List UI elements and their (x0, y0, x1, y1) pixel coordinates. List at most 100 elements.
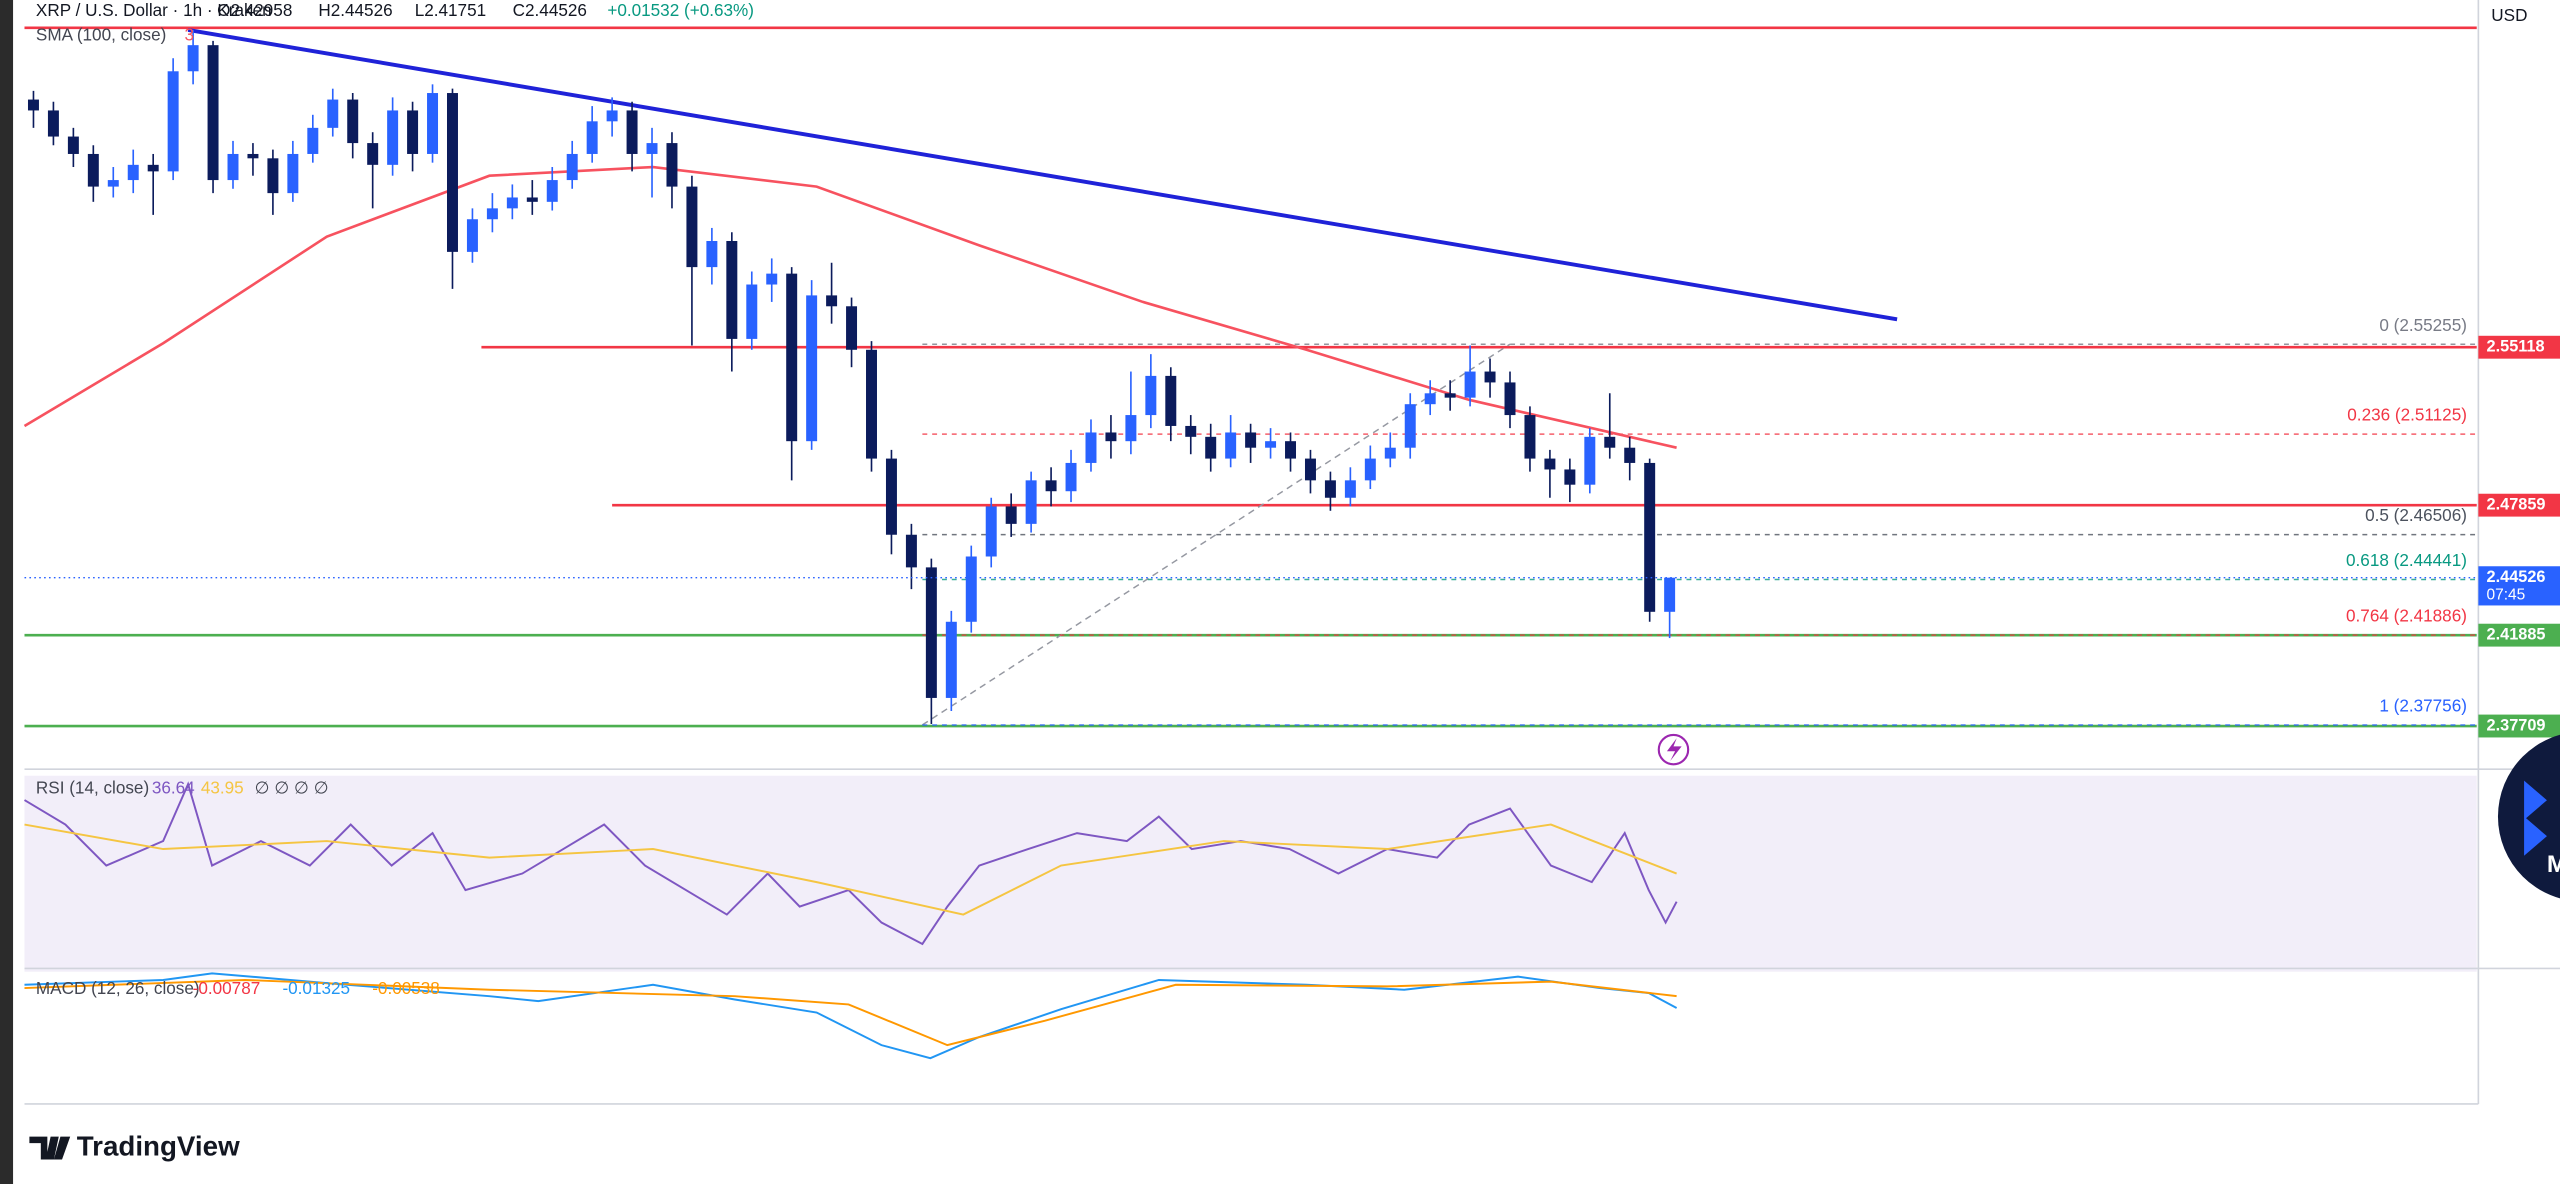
countdown-label: 07:45 (2487, 587, 2526, 604)
alert-icon (1657, 733, 1690, 766)
candle-body (446, 93, 458, 252)
candle-body (1285, 441, 1297, 459)
candle-body (746, 284, 758, 339)
candle-body (1524, 415, 1536, 459)
level-tag-label: 2.47859 (2487, 495, 2546, 513)
candle-body (207, 45, 219, 181)
candle-body (646, 143, 658, 154)
chart-title: XRP / U.S. Dollar · 1h · Kraken (36, 0, 272, 20)
badge-letter: M (2547, 851, 2560, 878)
candle-body (87, 153, 99, 187)
candle-body (1344, 480, 1356, 498)
candle-body (1324, 480, 1336, 498)
candle-body (227, 153, 239, 181)
candle-body (686, 186, 698, 268)
series-line (24, 978, 1677, 1047)
plot-area (23, 26, 2477, 1060)
candle-body (1045, 480, 1057, 492)
candle-body (1025, 480, 1037, 524)
candle-body (327, 99, 339, 128)
candle-body (147, 164, 159, 172)
series-value: 36.64 (152, 777, 195, 797)
quote-value: L2.41751 (415, 0, 486, 20)
candle-body (267, 158, 279, 194)
candle-body (1085, 432, 1097, 463)
candle-body (1404, 404, 1416, 448)
level-tag (2478, 335, 2560, 359)
candle-body (566, 153, 578, 181)
candle-body (1364, 458, 1376, 481)
fib-label: 0.764 (2.41886) (2346, 606, 2467, 626)
candle-body (1105, 432, 1117, 442)
candle-body (466, 219, 478, 252)
level-tag-label: 2.37709 (2487, 716, 2546, 734)
trend-line (187, 28, 1898, 322)
candle-body (1564, 469, 1576, 485)
fib-label: 0.5 (2.46506) (2365, 505, 2467, 525)
candle-body (1484, 371, 1496, 383)
candle-body (1245, 432, 1257, 448)
pane-title: MACD (12, 26, close) (36, 978, 200, 998)
level-tag-label: 2.55118 (2487, 338, 2545, 356)
fib-label: 0.236 (2.51125) (2347, 405, 2467, 425)
window-edge (0, 0, 14, 1184)
candle-body (666, 143, 678, 187)
brand-logo: TradingView (29, 1130, 240, 1161)
candle-body (1624, 447, 1636, 463)
candle-body (1225, 432, 1237, 459)
fib-label: 0.618 (2.44441) (2346, 550, 2467, 570)
candle-body (486, 208, 498, 220)
candle-body (786, 273, 798, 442)
candle-body (985, 506, 997, 557)
quote-value: H2.44526 (318, 0, 392, 20)
candle-body (826, 295, 838, 307)
series-value: -0.01325 (282, 978, 350, 998)
quote-value: +0.01532 (+0.63%) (607, 0, 754, 20)
candle-body (1424, 393, 1436, 405)
level-tag (2478, 623, 2560, 647)
candle-body (526, 197, 538, 202)
level-tag-label: 2.41885 (2487, 625, 2546, 643)
candle-body (47, 110, 59, 137)
candle-body (905, 534, 917, 568)
placeholders: ∅ ∅ ∅ ∅ (255, 777, 329, 797)
candle-body (726, 240, 738, 339)
candle-body (1504, 382, 1516, 416)
series-line (24, 972, 1678, 1060)
candle-body (407, 110, 419, 154)
candle-body (586, 121, 598, 154)
candle-body (347, 99, 359, 144)
candle-body (107, 180, 119, 187)
overlay-badge: M (2497, 734, 2560, 899)
series-line (24, 823, 1677, 916)
candle-body (806, 295, 818, 442)
candle-body (27, 99, 39, 111)
candle-body (1165, 375, 1177, 426)
candle-body (167, 71, 179, 172)
candle-body (1185, 425, 1197, 437)
candle-body (506, 197, 518, 209)
quote-value: C2.44526 (513, 0, 587, 20)
candle-body (606, 110, 618, 122)
candle-body (247, 153, 259, 159)
rsi-band (24, 775, 2477, 972)
histogram-value: -0.00787 (193, 978, 261, 998)
candle-body (626, 110, 638, 154)
candle-body (1205, 436, 1217, 459)
series-line (23, 781, 1678, 946)
candle-body (1304, 458, 1316, 481)
fib-label: 0 (2.55255) (2379, 315, 2467, 335)
series-value: -0.00538 (372, 978, 440, 998)
candle-body (885, 458, 897, 535)
candle-body (546, 180, 558, 202)
candle-body (965, 556, 977, 622)
series-value: 43.95 (201, 777, 244, 797)
indicator-name: SMA (100, close) (36, 24, 166, 44)
candle-body (1125, 415, 1137, 442)
candle-body (1464, 371, 1476, 398)
candle-body (866, 349, 877, 459)
candle-body (925, 567, 937, 698)
